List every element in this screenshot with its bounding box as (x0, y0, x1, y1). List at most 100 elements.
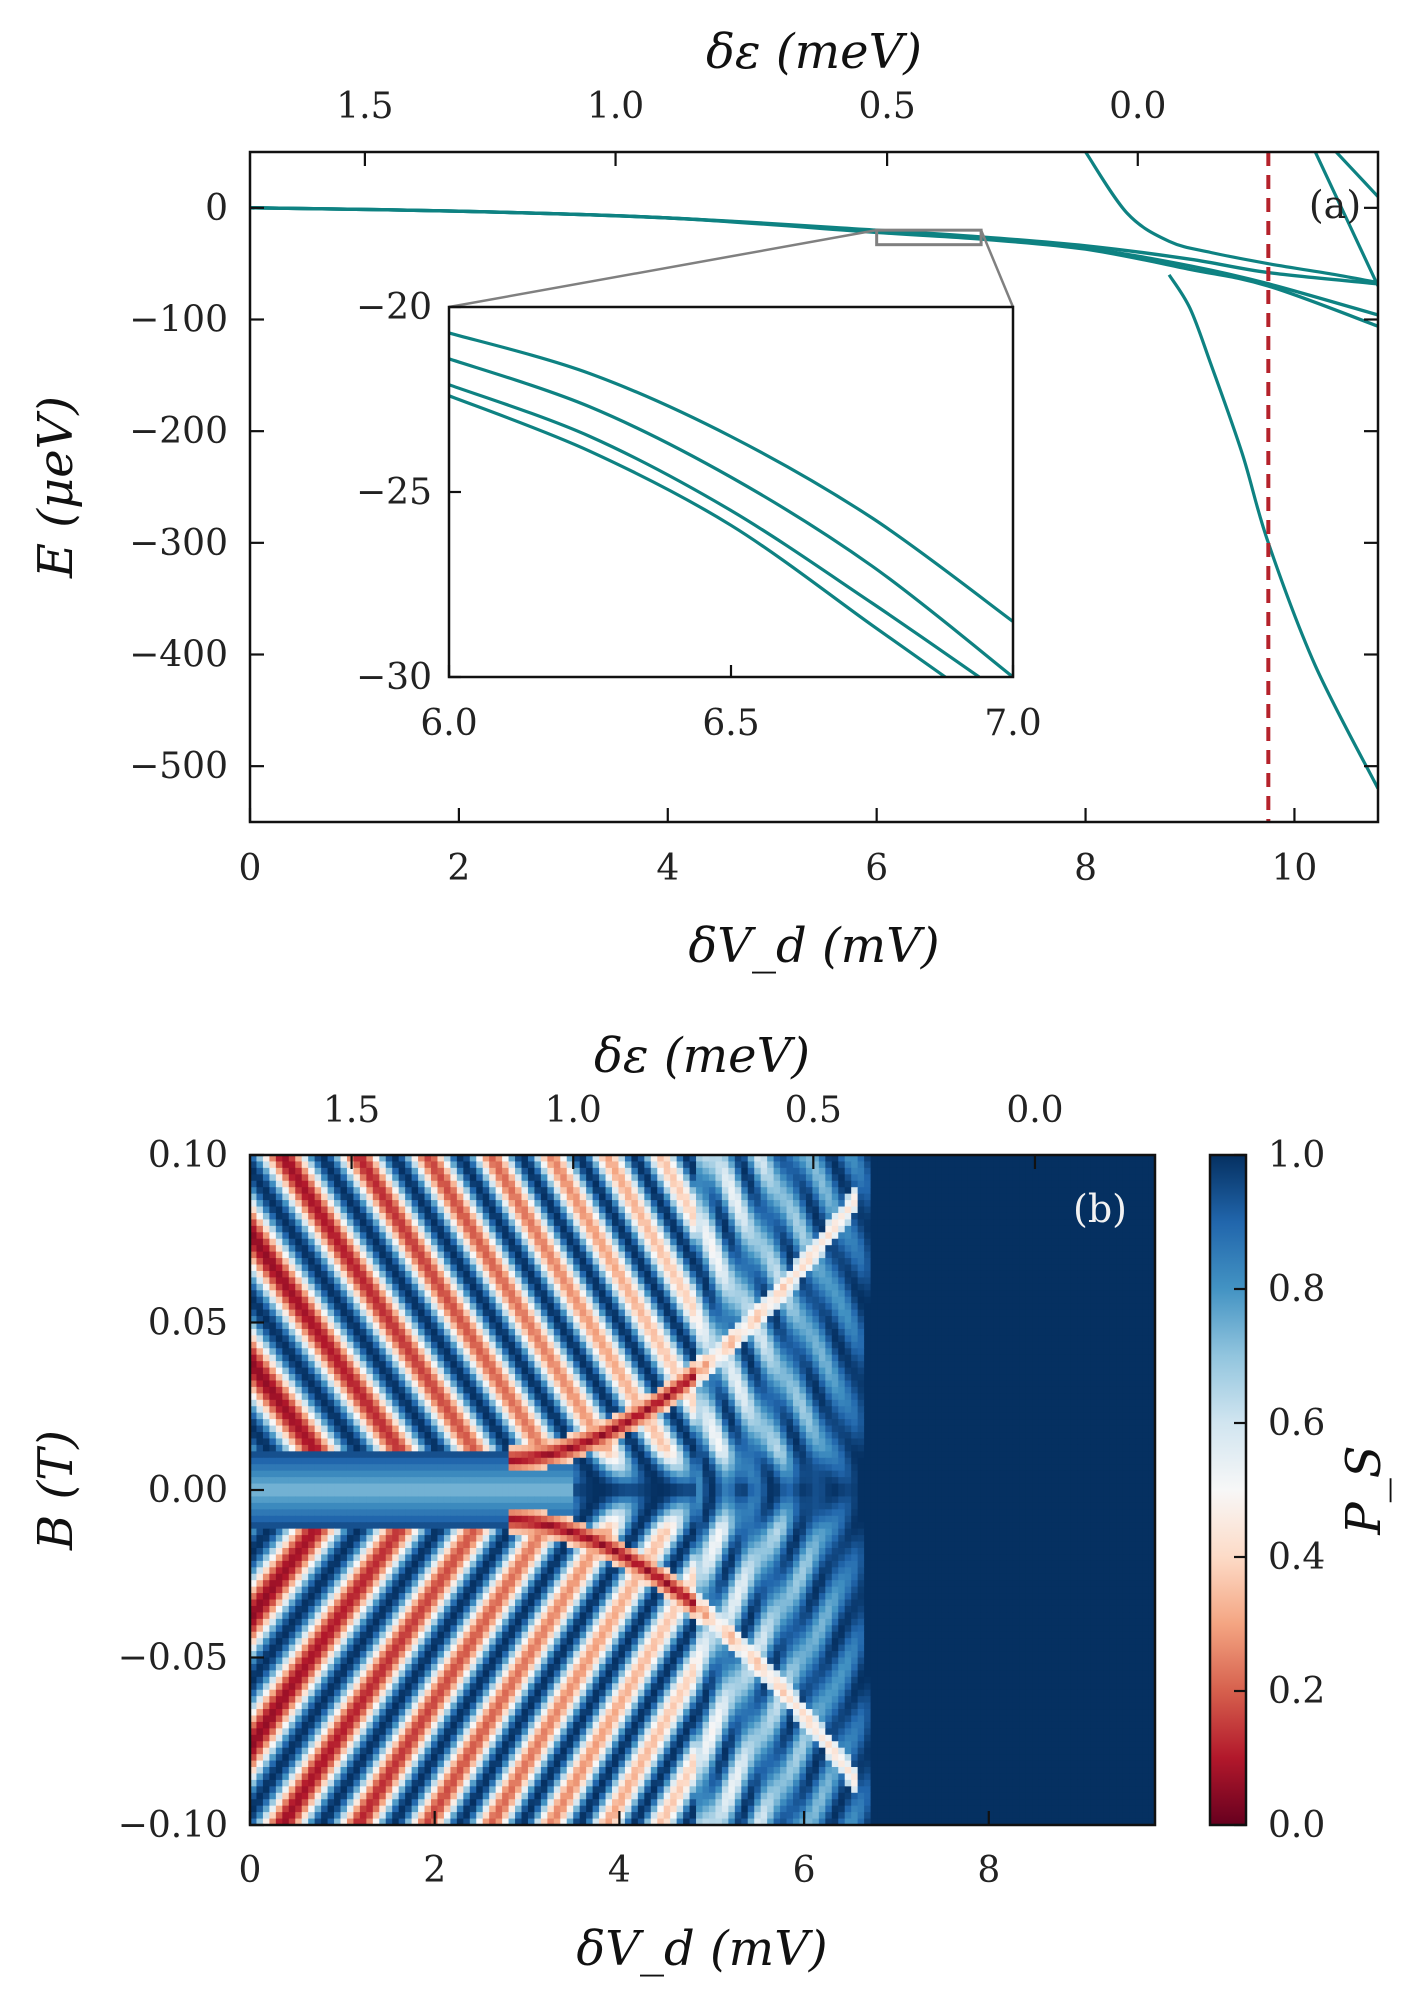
heatmap-row (250, 1290, 1155, 1298)
inset-ticks: 6.0 6.5 7.0 −20 −25 −30 (356, 287, 1042, 744)
inset-curves (449, 331, 1013, 677)
panel-a-label: (a) (1309, 183, 1361, 227)
heatmap-row (250, 1528, 1155, 1536)
heatmap-row (250, 1689, 1155, 1697)
heatmap-row (250, 1419, 1155, 1427)
panel-a-frame (248, 150, 1380, 824)
colorbar-tick-label: 1.0 (1268, 1135, 1325, 1176)
b-x-tick-label: 8 (977, 1850, 1000, 1891)
b-x-tick-label: 4 (608, 1850, 631, 1891)
heatmap-row (250, 1219, 1155, 1227)
heatmap-row (250, 1631, 1155, 1639)
heatmap-row (250, 1406, 1155, 1414)
panel-b-ticks: 0 2 4 6 8 0.10 0.05 0.00 −0.05 −0.10 1.5 1.0 0.5 0.0 (118, 1090, 1064, 1891)
x-tick-label: 10 (1272, 848, 1318, 889)
heatmap-row (250, 1580, 1155, 1588)
y-tick-label: −300 (129, 523, 228, 564)
heatmap-row (250, 1367, 1155, 1375)
heatmap-row (250, 1425, 1155, 1433)
heatmap-row (250, 1412, 1155, 1420)
top-tick-label: 0.5 (858, 86, 915, 127)
heatmap-row (250, 1741, 1155, 1749)
heatmap-row (250, 1238, 1155, 1246)
heatmap-row (250, 1470, 1155, 1478)
heatmap-row (250, 1354, 1155, 1362)
heatmap-row (250, 1161, 1155, 1169)
energy-level-line-4 (1167, 273, 1378, 790)
y-tick-label: −200 (129, 411, 228, 452)
heatmap-row (250, 1155, 1155, 1163)
heatmap-row (250, 1258, 1155, 1266)
heatmap-row (250, 1167, 1155, 1175)
y-tick-label: 0 (205, 188, 228, 229)
heatmap-row (250, 1328, 1155, 1336)
panel-a: 6.0 6.5 7.0 −20 −25 −30 0 2 4 6 8 10 0 −100 −200 −300 −… (28, 24, 1380, 974)
heatmap-row (250, 1225, 1155, 1233)
heatmap-row (250, 1457, 1155, 1465)
heatmap-row (250, 1618, 1155, 1626)
b-x-tick-label: 2 (423, 1850, 446, 1891)
top-tick-label: 1.0 (587, 86, 644, 127)
heatmap-row (250, 1560, 1155, 1568)
inset-y-tick-label: −25 (356, 472, 432, 513)
heatmap-row (250, 1264, 1155, 1272)
b-top-tick-label: 1.5 (323, 1090, 380, 1131)
heatmap-row (250, 1483, 1155, 1491)
colorbar-tick-label: 0.6 (1268, 1403, 1325, 1444)
heatmap-row (250, 1200, 1155, 1208)
inset-line-1 (449, 357, 1013, 677)
heatmap-row (250, 1767, 1155, 1775)
inset-connector-right (979, 229, 1015, 308)
heatmap-row (250, 1245, 1155, 1253)
heatmap-row (250, 1715, 1155, 1723)
heatmap-row (250, 1747, 1155, 1755)
b-y-tick-label: 0.10 (148, 1135, 228, 1176)
heatmap-row (250, 1754, 1155, 1762)
panel-b-ylabel: B (T) (28, 1430, 84, 1551)
heatmap-row (250, 1657, 1155, 1665)
y-tick-label: −500 (129, 746, 228, 787)
heatmap-row (250, 1296, 1155, 1304)
colorbar-tick-label: 0.2 (1268, 1671, 1325, 1712)
b-y-tick-label: −0.05 (118, 1638, 228, 1679)
heatmap-row (250, 1303, 1155, 1311)
inset-y-tick-label: −30 (356, 657, 432, 698)
heatmap-row (250, 1270, 1155, 1278)
energy-curves (250, 152, 1378, 790)
panel-a-ylabel: E (μeV) (28, 396, 84, 579)
heatmap-row (250, 1322, 1155, 1330)
panel-a-xlabel: δV_d (mV) (688, 918, 939, 974)
heatmap-row (250, 1374, 1155, 1382)
x-tick-label: 0 (239, 848, 262, 889)
heatmap-row (250, 1625, 1155, 1633)
heatmap-row (250, 1670, 1155, 1678)
heatmap-row (250, 1212, 1155, 1221)
heatmap-row (250, 1277, 1155, 1285)
x-tick-label: 4 (656, 848, 679, 889)
colorbar (1208, 1153, 1248, 1827)
heatmap-row (250, 1683, 1155, 1691)
panel-b-label: (b) (1073, 1187, 1127, 1231)
x-tick-label: 8 (1074, 848, 1097, 889)
heatmap-row (250, 1283, 1155, 1291)
heatmap-row (250, 1773, 1155, 1781)
heatmap-row (250, 1567, 1155, 1575)
heatmap-row (250, 1786, 1155, 1794)
inset-x-tick-label: 6.5 (702, 703, 759, 744)
heatmap-canvas (250, 1155, 1155, 1825)
colorbar-label: P_S (1336, 1445, 1392, 1535)
heatmap-row (250, 1180, 1155, 1188)
heatmap-row (250, 1818, 1155, 1825)
heatmap-row (250, 1599, 1155, 1607)
heatmap-row (250, 1709, 1155, 1717)
heatmap-row (250, 1573, 1155, 1581)
panel-a-top-xlabel: δε (meV) (706, 24, 922, 80)
heatmap-row (250, 1193, 1155, 1201)
heatmap-row (250, 1728, 1155, 1736)
colorbar-ticks: 1.0 0.8 0.6 0.4 0.2 0.0 (1234, 1135, 1325, 1846)
panel-a-ticks: 0 2 4 6 8 10 0 −100 −200 −300 −400 −500 1.5 1.0 0.5 0.0 (129, 86, 1378, 889)
heatmap-row (250, 1696, 1155, 1704)
heatmap-row (250, 1638, 1155, 1646)
heatmap-row (250, 1547, 1155, 1556)
